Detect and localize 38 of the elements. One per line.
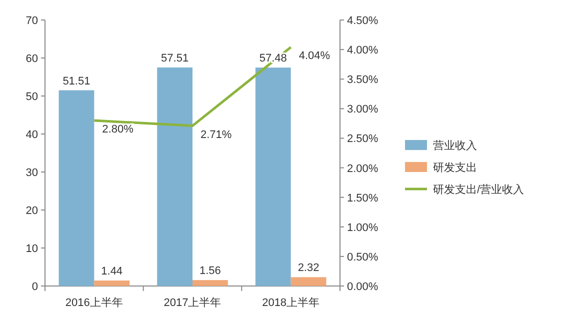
y2-tick-label: 1.00% <box>347 222 378 234</box>
bar <box>94 280 130 286</box>
y-tick-label: 0 <box>32 281 38 293</box>
bar <box>255 68 291 286</box>
y-tick-label: 20 <box>26 205 38 217</box>
y-tick-label: 70 <box>26 15 38 27</box>
data-label: 2.71% <box>200 128 232 141</box>
bar <box>290 277 326 286</box>
data-label: 4.04% <box>298 50 330 62</box>
legend-label: 研发支出/营业收入 <box>433 183 524 196</box>
data-label: 51.51 <box>62 75 90 88</box>
x-tick-label: 2016上半年 <box>65 296 123 309</box>
y2-tick-label: 3.50% <box>347 74 378 86</box>
bar <box>157 67 192 286</box>
y2-tick-label: 3.00% <box>347 104 378 116</box>
y-tick-label: 40 <box>26 129 38 141</box>
y2-tick-label: 2.00% <box>347 162 378 175</box>
y2-tick-label: 4.00% <box>347 44 378 57</box>
x-tick-label: 2017上半年 <box>164 296 222 309</box>
y2-tick-label: 1.50% <box>347 192 378 204</box>
bar <box>58 90 94 286</box>
y-tick-label: 60 <box>26 53 38 65</box>
y-tick-label: 30 <box>26 167 38 179</box>
data-label: 2.80% <box>102 123 134 136</box>
data-label: 2.32 <box>298 262 320 274</box>
y2-tick-label: 0.50% <box>347 251 378 264</box>
legend-label: 营业收入 <box>433 139 477 152</box>
bar <box>192 280 228 286</box>
y2-tick-label: 4.50% <box>347 15 378 27</box>
y-tick-label: 10 <box>26 243 38 255</box>
data-label: 1.44 <box>101 266 123 278</box>
y-tick-label: 50 <box>26 91 38 103</box>
data-label: 57.51 <box>161 52 189 64</box>
data-label: 1.56 <box>199 265 221 278</box>
x-tick-label: 2018上半年 <box>262 296 320 309</box>
y2-tick-label: 0.00% <box>347 281 378 293</box>
y2-tick-label: 2.50% <box>347 133 378 146</box>
legend-label: 研发支出 <box>433 161 477 174</box>
